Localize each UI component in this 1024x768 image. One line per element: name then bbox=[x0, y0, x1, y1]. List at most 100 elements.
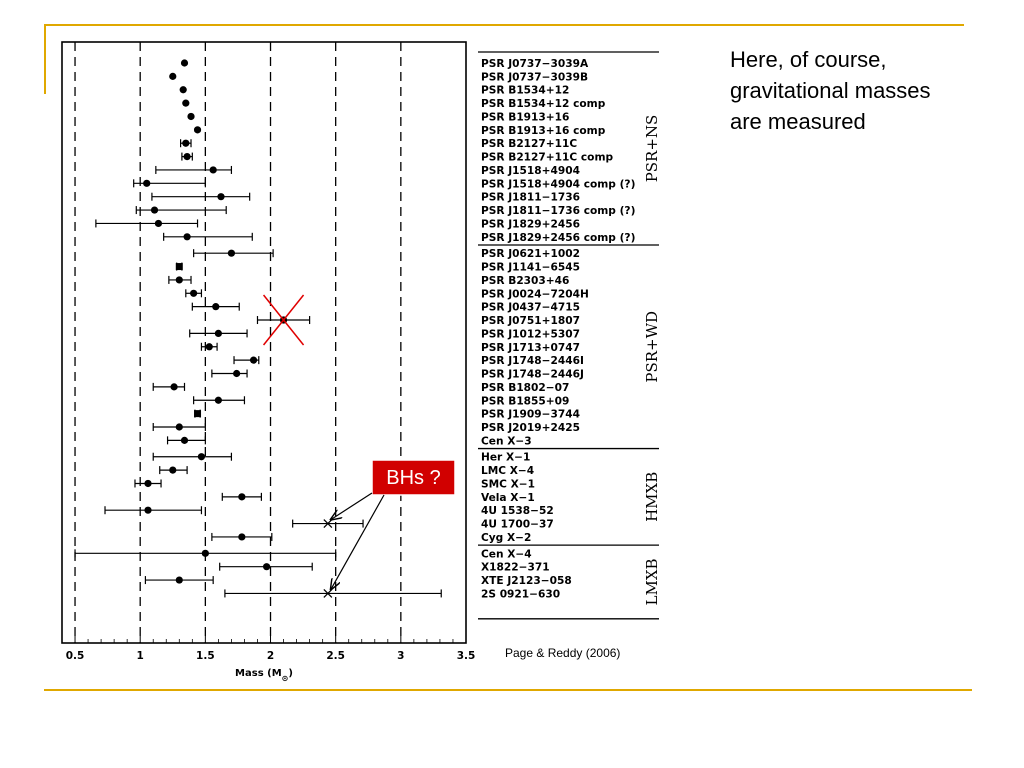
object-label: 2S 0921−630 bbox=[481, 588, 560, 600]
group-label: PSR+NS bbox=[643, 115, 661, 183]
note-line-2: gravitational masses bbox=[730, 78, 931, 103]
data-row bbox=[194, 409, 202, 418]
bh-callout-box bbox=[371, 459, 456, 496]
x-tick-label: 3 bbox=[397, 650, 404, 662]
object-label: XTE J2123−058 bbox=[481, 575, 572, 587]
object-label: PSR J1518+4904 comp (?) bbox=[481, 178, 635, 190]
object-label: PSR J1829+2456 comp (?) bbox=[481, 232, 635, 244]
x-tick-label: 1.5 bbox=[196, 650, 215, 662]
data-point bbox=[205, 343, 213, 351]
data-point bbox=[190, 289, 198, 297]
group-label: LMXB bbox=[643, 558, 661, 605]
object-label: PSR J1811−1736 bbox=[481, 192, 580, 204]
data-point bbox=[175, 276, 183, 284]
plot-area: 0.5 1 1.5 2 2.5 3 3.5 Mass (M⊙) bbox=[61, 41, 475, 683]
data-row bbox=[193, 249, 274, 258]
object-label: 4U 1700−37 bbox=[481, 519, 554, 531]
bottom-rule bbox=[44, 689, 972, 691]
citation: Page & Reddy (2006) bbox=[505, 646, 621, 660]
data-point bbox=[175, 576, 183, 584]
object-label: PSR J1829+2456 bbox=[481, 218, 580, 230]
data-row bbox=[221, 492, 262, 501]
data-row bbox=[168, 275, 192, 284]
data-row bbox=[292, 519, 364, 529]
data-point bbox=[180, 436, 189, 444]
data-point bbox=[187, 112, 195, 121]
data-point bbox=[227, 249, 236, 257]
object-label: PSR J1909−3744 bbox=[481, 409, 580, 421]
data-row bbox=[144, 576, 214, 585]
data-row bbox=[152, 422, 206, 431]
object-label: PSR J1811−1736 comp (?) bbox=[481, 205, 635, 217]
object-label: Her X−1 bbox=[481, 452, 530, 464]
x-tick-label: 0.5 bbox=[66, 650, 85, 662]
data-row bbox=[155, 165, 233, 174]
data-row bbox=[152, 382, 186, 391]
data-row bbox=[180, 59, 189, 67]
x-tick-label: 2.5 bbox=[326, 650, 345, 662]
object-label: Cen X−4 bbox=[481, 548, 532, 560]
x-axis-title: Mass (M⊙) bbox=[235, 668, 293, 683]
data-point bbox=[193, 126, 202, 134]
data-row bbox=[169, 72, 177, 80]
data-point bbox=[175, 423, 183, 431]
object-label: PSR J0737−3039B bbox=[481, 71, 588, 83]
object-label: PSR J1713+0747 bbox=[481, 342, 580, 354]
object-label: PSR B2303+46 bbox=[481, 275, 569, 287]
data-point bbox=[180, 59, 189, 67]
data-row bbox=[200, 342, 218, 351]
object-label: X1822−371 bbox=[481, 562, 550, 574]
data-row bbox=[175, 262, 183, 271]
data-point bbox=[214, 329, 222, 337]
object-label: Cen X−3 bbox=[481, 435, 532, 447]
object-label: PSR J1748−2446I bbox=[481, 355, 584, 367]
data-point bbox=[144, 506, 152, 514]
data-point bbox=[238, 493, 246, 501]
plot-frame bbox=[61, 41, 467, 644]
cross-out-mark bbox=[262, 294, 305, 346]
data-row bbox=[233, 356, 260, 365]
data-point bbox=[209, 166, 217, 174]
object-label: PSR J1518+4904 bbox=[481, 165, 580, 177]
object-label: PSR J1748−2446J bbox=[481, 369, 584, 381]
x-tick-label: 1 bbox=[137, 650, 144, 662]
data-row bbox=[193, 126, 202, 134]
object-label: LMC X−4 bbox=[481, 465, 534, 477]
data-point bbox=[212, 303, 220, 311]
data-row bbox=[181, 152, 193, 161]
slide-note: Here, of course, gravitational masses ar… bbox=[730, 44, 990, 137]
note-line-3: are measured bbox=[730, 109, 866, 134]
note-line-1: Here, of course, bbox=[730, 47, 887, 72]
data-row bbox=[95, 219, 199, 228]
object-label: Cyg X−2 bbox=[481, 532, 531, 544]
data-point bbox=[179, 86, 187, 94]
data-point-square bbox=[194, 410, 202, 418]
object-label: PSR B1534+12 comp bbox=[481, 98, 606, 110]
object-label: PSR B2127+11C comp bbox=[481, 152, 613, 164]
object-label: PSR J0737−3039A bbox=[481, 58, 589, 70]
object-label: PSR J0024−7204H bbox=[481, 288, 589, 300]
data-row bbox=[151, 192, 251, 201]
object-label: Vela X−1 bbox=[481, 492, 535, 504]
data-row bbox=[179, 86, 187, 94]
data-row bbox=[193, 396, 246, 405]
data-row bbox=[133, 179, 206, 188]
data-point bbox=[214, 396, 222, 404]
object-label: PSR B1534+12 bbox=[481, 85, 569, 97]
top-rule bbox=[44, 24, 964, 26]
x-tick-label: 2 bbox=[267, 650, 274, 662]
data-point bbox=[217, 193, 225, 201]
data-point bbox=[183, 233, 191, 241]
data-point bbox=[144, 479, 152, 488]
object-label: PSR J0751+1807 bbox=[481, 315, 580, 327]
data-point bbox=[233, 369, 241, 378]
object-label: PSR J1141−6545 bbox=[481, 262, 580, 274]
data-row bbox=[152, 452, 233, 461]
data-point-square bbox=[175, 263, 183, 271]
object-label: PSR B1855+09 bbox=[481, 395, 569, 407]
bh-callout-text: BHs ? bbox=[386, 467, 440, 489]
object-label: PSR J0621+1002 bbox=[481, 248, 580, 260]
data-point bbox=[154, 219, 163, 228]
data-row bbox=[163, 232, 253, 241]
